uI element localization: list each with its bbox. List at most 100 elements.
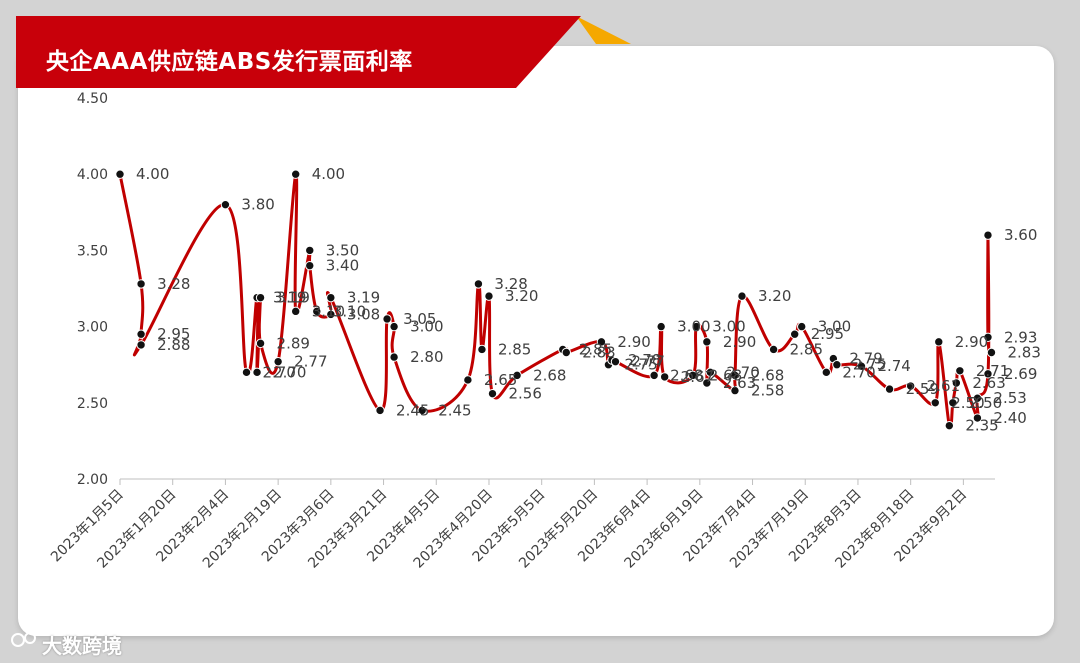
data-point xyxy=(473,279,484,289)
data-label: 2.68 xyxy=(709,366,742,384)
data-label: 3.19 xyxy=(277,289,310,307)
data-label: 2.58 xyxy=(751,382,784,400)
data-point xyxy=(477,344,487,355)
data-point xyxy=(312,306,322,317)
data-label: 3.19 xyxy=(347,289,380,307)
data-label: 2.70 xyxy=(273,363,306,381)
data-point xyxy=(389,352,399,362)
data-point xyxy=(389,321,399,332)
data-point xyxy=(136,279,146,289)
data-point xyxy=(856,361,867,371)
data-point xyxy=(252,367,262,378)
data-label: 2.90 xyxy=(617,333,650,351)
banner-accent xyxy=(576,16,631,44)
data-point xyxy=(702,378,712,388)
data-label: 2.93 xyxy=(1004,328,1037,346)
data-point xyxy=(649,370,659,381)
chart-card xyxy=(18,46,1054,636)
data-point xyxy=(273,356,283,367)
data-label: 2.70 xyxy=(726,363,759,381)
data-label: 3.40 xyxy=(326,257,359,275)
data-point xyxy=(983,332,993,342)
data-point xyxy=(705,367,716,378)
data-point xyxy=(136,340,146,350)
data-label: 3.00 xyxy=(677,318,710,336)
data-label: 2.85 xyxy=(498,340,531,358)
data-point xyxy=(972,413,983,423)
data-point xyxy=(417,405,427,416)
data-point xyxy=(656,321,666,332)
y-tick-label: 3.50 xyxy=(77,243,108,259)
data-point xyxy=(737,291,747,301)
data-point xyxy=(291,169,301,179)
data-point xyxy=(610,356,621,367)
data-label: 2.53 xyxy=(993,389,1026,407)
data-point xyxy=(136,329,146,339)
data-label: 3.00 xyxy=(410,318,443,336)
data-point xyxy=(115,169,125,179)
data-point xyxy=(487,388,498,399)
data-label: 2.68 xyxy=(751,366,784,384)
data-label: 3.05 xyxy=(403,310,436,328)
data-label: 2.80 xyxy=(410,348,443,366)
data-point xyxy=(382,314,392,324)
data-label: 2.68 xyxy=(533,366,566,384)
data-point xyxy=(797,321,807,332)
data-point xyxy=(596,337,607,347)
data-point xyxy=(691,321,702,332)
data-label: 3.20 xyxy=(758,287,791,305)
data-point xyxy=(768,344,779,355)
data-point xyxy=(255,338,266,349)
data-label: 2.63 xyxy=(723,374,756,392)
data-label: 2.35 xyxy=(965,417,998,435)
data-label: 2.90 xyxy=(723,333,756,351)
data-point xyxy=(305,260,315,271)
y-tick-label: 2.00 xyxy=(77,472,108,488)
data-label: 3.08 xyxy=(347,305,380,323)
data-point xyxy=(659,372,670,382)
data-label: 2.45 xyxy=(396,401,429,419)
data-point xyxy=(375,405,385,416)
data-label: 2.83 xyxy=(582,344,615,362)
data-label: 3.10 xyxy=(333,302,366,320)
data-label: 2.70 xyxy=(842,363,875,381)
data-point xyxy=(905,381,916,391)
y-tick-label: 3.00 xyxy=(77,320,108,336)
data-point xyxy=(983,230,993,240)
data-point xyxy=(986,347,997,358)
data-point xyxy=(463,375,473,385)
data-point xyxy=(821,367,832,378)
data-label: 2.89 xyxy=(277,334,310,352)
data-label: 2.95 xyxy=(157,325,190,343)
data-point xyxy=(484,291,494,301)
data-label: 2.90 xyxy=(955,333,988,351)
data-label: 2.40 xyxy=(993,409,1026,427)
data-label: 2.71 xyxy=(976,362,1009,380)
data-point xyxy=(730,370,740,381)
data-point xyxy=(930,398,940,408)
title-banner: 央企AAA供应链ABS发行票面利率 xyxy=(16,16,716,88)
data-point xyxy=(944,420,955,431)
data-point xyxy=(305,245,315,256)
data-label: 2.85 xyxy=(579,340,612,358)
data-label: 4.00 xyxy=(136,165,169,183)
data-label: 2.75 xyxy=(624,356,657,374)
data-point xyxy=(730,385,740,396)
data-label: 3.00 xyxy=(712,318,745,336)
data-label: 3.80 xyxy=(241,196,274,214)
data-label: 2.74 xyxy=(877,357,910,375)
data-point xyxy=(220,199,231,210)
data-point xyxy=(884,384,895,394)
data-label: 2.59 xyxy=(906,380,939,398)
data-label: 3.28 xyxy=(494,275,527,293)
data-point xyxy=(948,398,958,408)
data-point xyxy=(951,378,962,388)
data-label: 2.61 xyxy=(927,377,960,395)
data-label: 3.20 xyxy=(505,287,538,305)
data-label: 2.95 xyxy=(811,325,844,343)
banner-red xyxy=(16,16,581,88)
data-label: 3.60 xyxy=(1004,226,1037,244)
data-point xyxy=(326,309,336,320)
data-label: 2.67 xyxy=(681,368,714,386)
data-point xyxy=(789,329,800,339)
